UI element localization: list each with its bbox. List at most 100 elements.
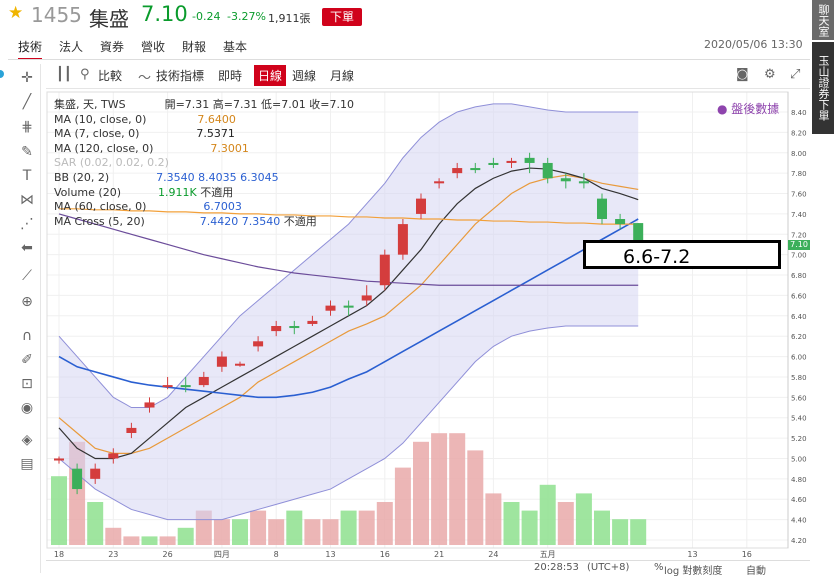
volume-bar [467, 450, 484, 545]
lock-icon[interactable]: ⊡ [21, 376, 33, 392]
tab-technical[interactable]: 技術 [18, 38, 43, 60]
legend-sar-label: SAR (0.02, 0.02, 0.2) [54, 156, 169, 170]
layers-icon[interactable]: ◈ [21, 432, 33, 448]
header-divider [8, 59, 810, 60]
legend-macross-label: MA Cross (5, 20) [54, 214, 145, 228]
y-tick-label: 5.80 [791, 374, 807, 382]
volume-bar [594, 510, 610, 545]
pencil-lock-icon[interactable]: ✐ [21, 352, 33, 368]
brush-icon[interactable]: ✎ [21, 144, 33, 160]
y-tick-label: 7.40 [791, 211, 807, 219]
tab-revenue[interactable]: 營收 [141, 40, 166, 54]
securities-order-button[interactable]: 玉山證券下單 [812, 42, 834, 134]
legend-sar[interactable]: SAR (0.02, 0.02, 0.2) [54, 156, 354, 171]
footer-auto-toggle[interactable]: 自動 [746, 566, 766, 577]
y-tick-label: 8.00 [791, 150, 807, 158]
back-arrow-icon[interactable]: ⬅ [21, 240, 33, 256]
period-realtime[interactable]: 即時 [218, 69, 243, 83]
volume-bar [449, 433, 466, 545]
legend-macross-v2: 7.3540 [241, 214, 281, 228]
candle-body [578, 181, 589, 184]
candle-body [126, 427, 137, 433]
tab-institutional[interactable]: 法人 [59, 40, 84, 54]
legend-ma60[interactable]: MA (60, close, 0) 6.7003 [54, 200, 354, 215]
legend-ma120[interactable]: MA (120, close, 0) 7.3001 [54, 142, 354, 157]
compare-button[interactable]: 比較 [98, 69, 123, 83]
order-button[interactable]: 下單 [322, 8, 362, 26]
legend-ma7[interactable]: MA (7, close, 0) 7.5371 [54, 127, 354, 142]
ma-line-2 [58, 218, 639, 399]
volume-bar [521, 510, 538, 545]
quote-header: ★ 1455 集盛 7.10 -0.24 -3.27% 1,911張 下單 技術… [0, 0, 810, 62]
compare-icon[interactable]: ⚲ [80, 67, 90, 82]
footer-scale-toggle[interactable]: log 對數刻度 [664, 566, 723, 577]
eye-icon[interactable]: ◉ [20, 400, 34, 416]
candle-body [343, 305, 354, 308]
volume-bar [141, 536, 158, 545]
legend-bb[interactable]: BB (20, 2) 7.3540 8.4035 6.3045 [54, 171, 354, 186]
candle-body [289, 326, 300, 329]
y-tick-label: 6.60 [791, 292, 807, 300]
tab-margin[interactable]: 資券 [100, 40, 125, 54]
legend-macross-na: 不適用 [283, 214, 317, 228]
ruler-icon[interactable]: ⟋ [22, 268, 32, 284]
volume-bar [557, 502, 574, 545]
legend-volume-na: 不適用 [200, 185, 234, 199]
favorite-star-icon[interactable]: ★ [8, 3, 24, 23]
y-tick-label: 8.40 [791, 109, 807, 117]
y-tick-label: 5.60 [791, 394, 807, 402]
pattern-icon[interactable]: ⋈ [20, 192, 34, 208]
candle-body [506, 160, 517, 163]
fullscreen-icon[interactable]: ⤢ [790, 67, 801, 82]
trend-line-icon[interactable]: ╱ [22, 94, 32, 110]
candle-body [325, 305, 336, 311]
period-monthly[interactable]: 月線 [330, 69, 355, 83]
magnet-icon[interactable]: ∩ [21, 328, 33, 344]
x-tick-label: 8 [274, 550, 279, 559]
legend-volume[interactable]: Volume (20) 1.911K 不適用 [54, 186, 354, 201]
chart-footer: 20:28:53 (UTC+8) % log log 對數刻度 自動 [46, 560, 810, 577]
legend-ma10[interactable]: MA (10, close, 0) 7.6400 [54, 113, 354, 128]
text-tool-icon[interactable]: T [22, 168, 32, 184]
volume-bar [177, 527, 194, 545]
y-tick-label: 4.40 [791, 517, 807, 525]
panel-handle[interactable] [0, 70, 4, 78]
crosshair-icon[interactable]: ✛ [21, 70, 33, 86]
camera-icon[interactable]: ◙ [736, 67, 749, 82]
gear-icon[interactable]: ⚙ [764, 67, 776, 82]
x-tick-label: 26 [163, 550, 173, 559]
legend-macross[interactable]: MA Cross (5, 20) 7.4420 7.3540 不適用 [54, 215, 354, 230]
x-tick-label: 18 [54, 550, 64, 559]
period-daily[interactable]: 日線 [254, 65, 287, 86]
footer-percent-toggle[interactable]: % [654, 562, 664, 573]
drawing-toolbar: ✛ ╱ ⋕ ✎ T ⋈ ⋰ ⬅ ⟋ ⊕ ∩ ✐ ⊡ ◉ ◈ ▤ [0, 64, 41, 573]
candle-body [542, 162, 553, 179]
fib-lines-icon[interactable]: ⋕ [21, 119, 33, 135]
volume-bar [159, 536, 176, 545]
tab-basic[interactable]: 基本 [223, 40, 248, 54]
zoom-in-icon[interactable]: ⊕ [21, 294, 33, 310]
candle-body [470, 168, 481, 171]
indicators-button[interactable]: 技術指標 [156, 69, 205, 83]
volume-bar [286, 510, 303, 545]
period-weekly[interactable]: 週線 [292, 69, 317, 83]
legend-volume-value: 1.911K [158, 185, 197, 199]
candle-type-icon[interactable]: ┃┃ [56, 67, 72, 82]
volume-bar [213, 519, 230, 545]
last-price-badge: 7.10 [788, 240, 810, 250]
indicators-icon[interactable]: 〜 [138, 71, 152, 86]
footer-timezone: (UTC+8) [587, 562, 630, 573]
chat-room-button[interactable]: 聊天室 [812, 0, 834, 40]
price-change: -0.24 [192, 10, 221, 23]
x-tick-label: 四月 [214, 550, 230, 559]
last-price: 7.10 [141, 2, 188, 26]
y-tick-label: 5.20 [791, 435, 807, 443]
trash-icon[interactable]: ▤ [20, 456, 34, 472]
stock-code: 1455 [31, 3, 82, 27]
volume-bar [232, 519, 248, 545]
quote-datetime: 2020/05/06 13:30 [704, 38, 803, 51]
tab-financials[interactable]: 財報 [182, 40, 207, 54]
measure-icon[interactable]: ⋰ [20, 216, 34, 232]
candle-body [54, 458, 64, 461]
candle-body [524, 157, 535, 163]
